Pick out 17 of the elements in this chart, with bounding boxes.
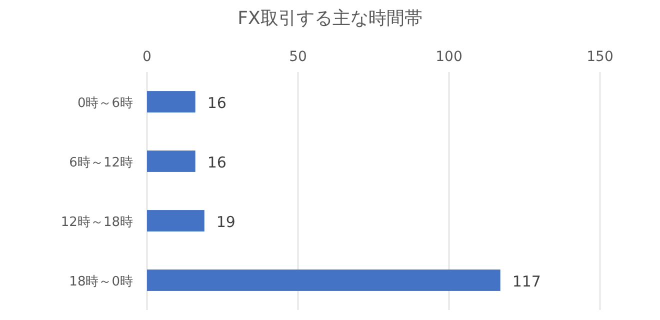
y-tick-label: 18時～0時 xyxy=(69,274,133,290)
x-tick-label: 150 xyxy=(586,49,614,65)
data-label: 117 xyxy=(512,272,541,290)
x-tick-label: 100 xyxy=(436,49,462,65)
y-tick-label: 6時～12時 xyxy=(69,155,133,170)
bar xyxy=(147,91,196,112)
data-label: 16 xyxy=(207,94,226,112)
bar xyxy=(147,270,500,291)
y-tick-label: 12時～18時 xyxy=(60,214,133,230)
x-tick-label: 0 xyxy=(142,49,152,65)
chart-title: FX取引する主な時間帯 xyxy=(238,8,422,29)
bar xyxy=(147,210,204,232)
y-tick-label: 0時～6時 xyxy=(77,96,133,111)
data-label: 16 xyxy=(207,153,226,172)
bar xyxy=(147,150,196,172)
data-label: 19 xyxy=(216,212,236,231)
x-tick-label: 50 xyxy=(289,49,307,65)
